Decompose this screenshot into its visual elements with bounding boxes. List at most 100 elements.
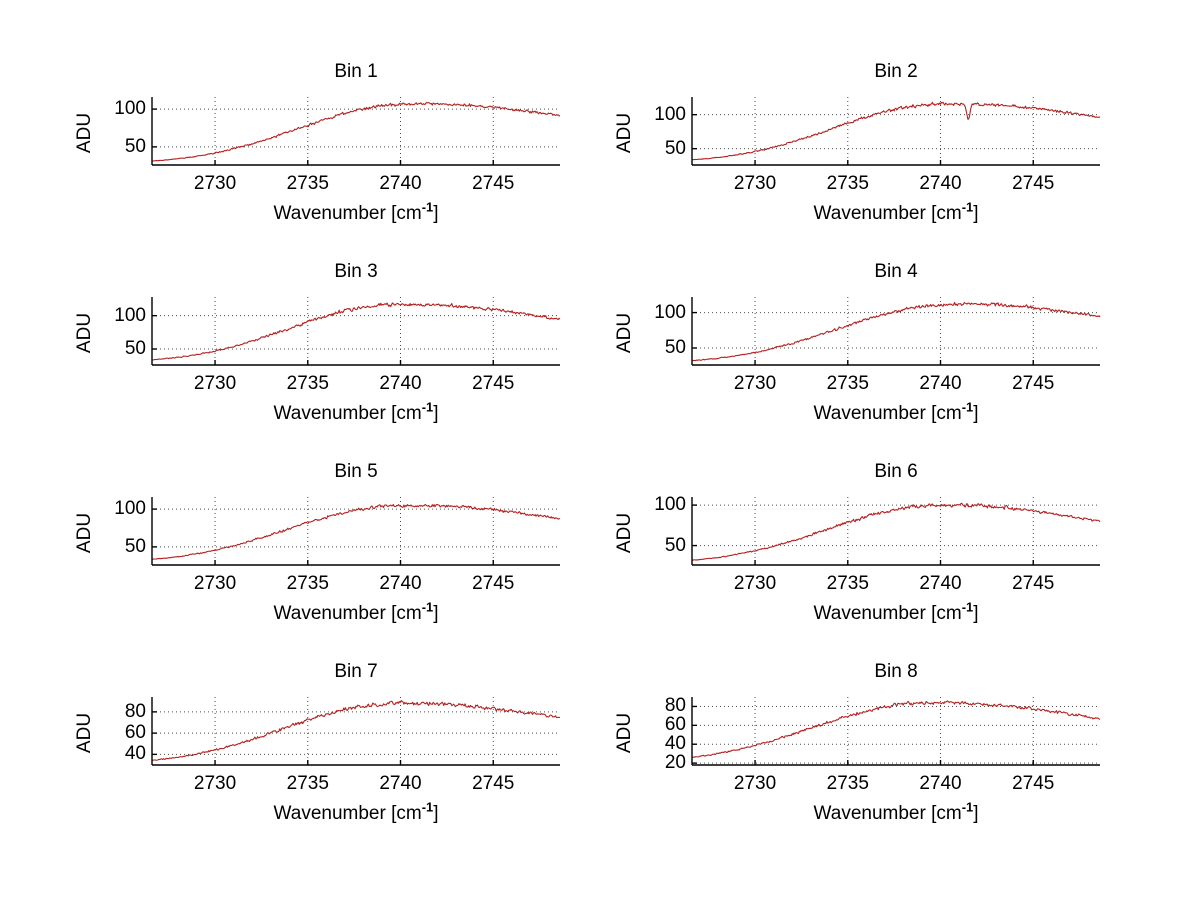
x-tick-label: 2735 (286, 173, 329, 194)
x-tick-label: 2745 (1012, 173, 1055, 194)
y-tick-label: 100 (654, 494, 686, 516)
x-tick-label: 2730 (733, 173, 777, 194)
subplot-axes (151, 697, 561, 766)
subplot-title: Bin 8 (874, 661, 918, 682)
x-axis-label-exponent: -1 (421, 599, 434, 615)
x-tick-label: 2740 (919, 573, 962, 594)
x-axis-label: Wavenumber [cm-1] (692, 599, 1100, 625)
y-tick-label: 50 (124, 338, 146, 359)
x-tick-label: 2735 (826, 373, 869, 394)
y-axis-label: ADU (74, 112, 95, 154)
y-axis-label: ADU (74, 712, 95, 754)
subplot-panel: Bin 1 50 100 2730 2735 2740 2745 ADU Wavenumber … (0, 40, 600, 240)
x-axis-label-exponent: -1 (961, 599, 974, 615)
x-axis-label: Wavenumber [cm-1] (692, 201, 1100, 225)
x-axis-label-text: Wavenumber [cm (273, 803, 422, 824)
x-axis-label-bracket: ] (433, 403, 439, 424)
subplot-title: Bin 3 (334, 261, 378, 282)
x-tick-label: 2740 (379, 373, 422, 394)
y-tick-label: 50 (664, 337, 686, 358)
y-tick-label: 50 (664, 534, 686, 556)
x-axis-label-text: Wavenumber [cm (813, 403, 962, 424)
x-axis-label-bracket: ] (433, 603, 439, 624)
subplot-panel: Bin 8 20 40 60 80 2730 2735 2740 2745 ADU Wavenumb… (540, 640, 1140, 840)
subplot-panel: Bin 5 50 100 2730 2735 2740 2745 ADU Wavenumber … (0, 440, 600, 640)
y-tick-label: 40 (664, 733, 686, 755)
x-tick-label: 2735 (826, 573, 869, 594)
subplot-axes (151, 97, 561, 166)
y-axis-label: ADU (614, 712, 635, 754)
y-axis-label: ADU (74, 512, 95, 554)
subplot-title: Bin 2 (874, 61, 918, 82)
x-axis-label-bracket: ] (973, 603, 979, 624)
x-axis-label-text: Wavenumber [cm (273, 403, 422, 424)
x-tick-label: 2730 (733, 573, 777, 594)
y-tick-label: 100 (654, 103, 686, 125)
x-axis-label: Wavenumber [cm-1] (152, 399, 560, 425)
y-axis-label: ADU (614, 512, 635, 554)
spectrum-trace (691, 301, 1101, 362)
y-tick-label: 50 (124, 135, 146, 157)
subplot-panel: Bin 3 50 100 2730 2735 2740 2745 ADU Wavenumber … (0, 240, 600, 440)
subplot-panel: Bin 6 50 100 2730 2735 2740 2745 ADU Wavenumber … (540, 440, 1140, 640)
x-tick-label: 2730 (193, 773, 237, 794)
x-axis-label: Wavenumber [cm-1] (152, 599, 560, 625)
x-tick-label: 2730 (733, 373, 777, 394)
x-tick-label: 2740 (379, 773, 422, 794)
x-tick-label: 2740 (919, 773, 962, 794)
x-tick-label: 2730 (193, 173, 237, 194)
x-tick-label: 2735 (286, 373, 329, 394)
y-tick-label: 40 (124, 743, 146, 765)
x-tick-label: 2745 (1012, 773, 1055, 794)
y-tick-label: 50 (124, 535, 146, 557)
subplot-panel: Bin 7 40 60 80 2730 2735 2740 2745 ADU Wavenumber… (0, 640, 600, 840)
x-tick-label: 2730 (193, 573, 237, 594)
x-axis-label-exponent: -1 (961, 399, 974, 415)
x-tick-label: 2730 (733, 773, 777, 794)
x-axis-label-text: Wavenumber [cm (813, 203, 962, 224)
subplot-title: Bin 7 (334, 661, 378, 682)
x-axis-label-exponent: -1 (421, 399, 434, 415)
spectrum-trace (151, 302, 561, 361)
x-axis-label-exponent: -1 (961, 799, 974, 815)
y-axis-label: ADU (74, 312, 95, 354)
x-axis-label: Wavenumber [cm-1] (152, 801, 560, 825)
x-tick-label: 2735 (826, 173, 869, 194)
subplot-title: Bin 6 (874, 461, 918, 482)
subplot-axes (691, 97, 1101, 166)
subplot-title: Bin 4 (874, 261, 918, 282)
y-tick-label: 80 (664, 695, 686, 717)
x-axis-label: Wavenumber [cm-1] (152, 199, 560, 225)
subplot-axes (691, 497, 1101, 566)
subplot-panel: Bin 2 50 100 2730 2735 2740 2745 ADU Wavenumber … (540, 40, 1140, 240)
y-tick-label: 20 (664, 752, 686, 774)
subplot-title: Bin 5 (334, 461, 378, 482)
y-axis-label: ADU (614, 112, 635, 154)
x-tick-label: 2735 (826, 773, 869, 794)
x-axis-label-text: Wavenumber [cm (813, 803, 962, 824)
spectrum-trace (151, 700, 561, 762)
x-axis-label-text: Wavenumber [cm (813, 603, 962, 624)
y-tick-label: 100 (654, 301, 686, 323)
subplot-axes (691, 297, 1101, 366)
x-axis-label: Wavenumber [cm-1] (692, 399, 1100, 425)
x-axis-label-exponent: -1 (421, 199, 434, 215)
subplot-title: Bin 1 (334, 61, 378, 82)
y-tick-label: 60 (124, 722, 146, 744)
x-axis-label-bracket: ] (433, 203, 439, 224)
x-axis-label-text: Wavenumber [cm (273, 203, 422, 224)
x-axis-label-bracket: ] (973, 803, 979, 824)
y-axis-label: ADU (614, 312, 635, 354)
x-tick-label: 2730 (193, 373, 237, 394)
x-axis-label-text: Wavenumber [cm (273, 603, 422, 624)
x-tick-label: 2745 (1012, 573, 1055, 594)
y-tick-label: 60 (664, 714, 686, 736)
x-tick-label: 2745 (1012, 373, 1055, 394)
y-tick-label: 100 (114, 304, 146, 326)
y-tick-label: 100 (114, 98, 146, 120)
x-tick-label: 2740 (379, 173, 422, 194)
subplot-axes (151, 497, 561, 566)
x-axis-label-bracket: ] (973, 203, 979, 224)
x-tick-label: 2740 (379, 573, 422, 594)
